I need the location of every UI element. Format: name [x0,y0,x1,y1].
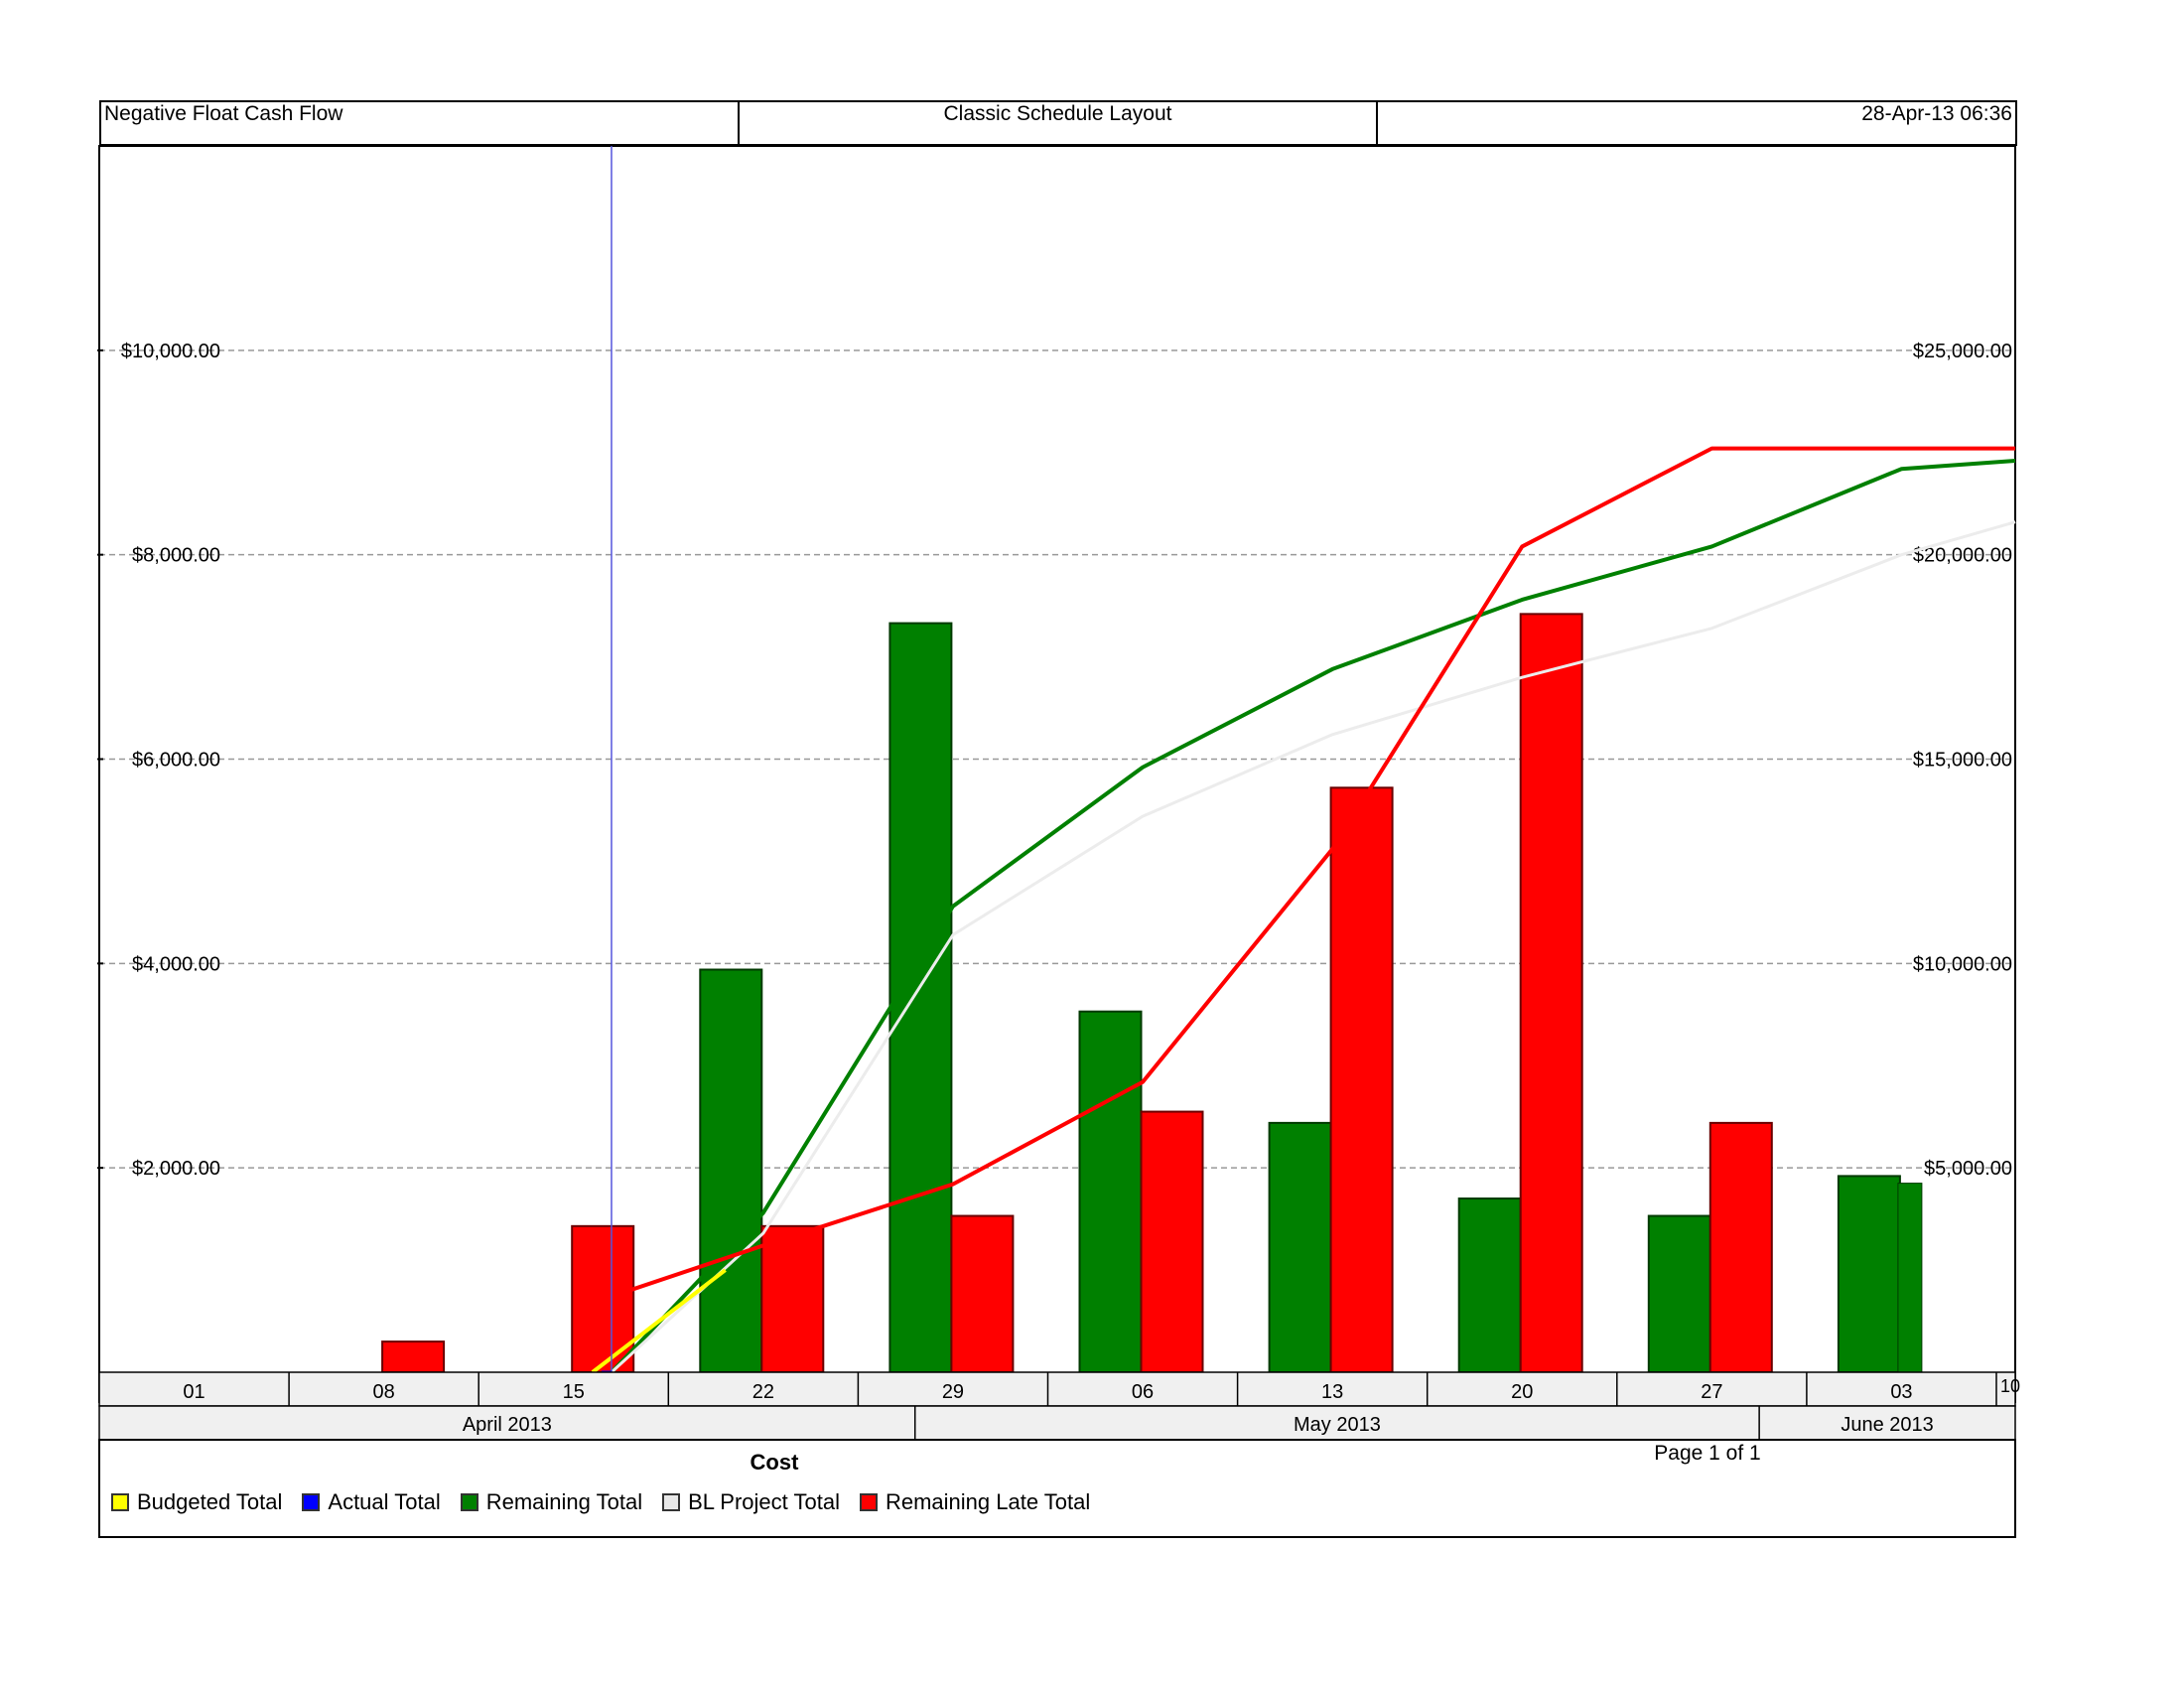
legend-swatch [111,1493,129,1511]
month-label: May 2013 [1294,1414,1381,1436]
week-scale-band [98,1371,2016,1407]
y-left-tick-label: $2,000.00 [132,1158,220,1180]
y-left-tick-label: $4,000.00 [132,953,220,975]
bar-remaining-late-total [1519,613,1583,1373]
y-right-tick-label: $15,000.00 [1913,750,2012,772]
week-tick-label: 08 [373,1381,395,1403]
line-remaining-late-total [592,446,2016,1305]
y-left-tick-label: $6,000.00 [132,750,220,772]
y-right-tick-label: $10,000.00 [1913,953,2012,975]
legend-item: Remaining Total [460,1489,643,1515]
bar-remaining-total [1647,1214,1711,1373]
week-tick-label: 27 [1701,1381,1722,1403]
line-bl-project-total [610,520,2016,1374]
legend-swatch [662,1493,681,1511]
legend-title: Cost [750,1450,799,1475]
y-right-tick-label: $25,000.00 [1913,341,2012,362]
legend-swatch [859,1493,878,1511]
header-title: Negative Float Cash Flow [104,102,343,125]
y-right-tick-label: $20,000.00 [1913,545,2012,567]
legend-label: Remaining Total [485,1489,643,1514]
y-left-tick-label: $8,000.00 [132,545,220,567]
y-right-tick-label: $5,000.00 [1924,1158,2012,1180]
week-tick-label: 15 [563,1381,585,1403]
legend: Budgeted Total Actual Total Remaining Tota… [111,1488,1110,1516]
bar-remaining-late-total [1708,1121,1773,1373]
week-tick-label: 13 [1321,1381,1343,1403]
week-tick-label: 29 [942,1381,964,1403]
week-tick-label: 03 [1890,1381,1912,1403]
line-remaining-total [610,458,2016,1374]
week-tick-label: 20 [1511,1381,1533,1403]
legend-label: Actual Total [328,1489,441,1514]
legend-item: BL Project Total [662,1489,840,1515]
month-label: June 2013 [1841,1414,1933,1436]
week-tick-label: 22 [752,1381,774,1403]
bar-remaining-late-total [1329,786,1394,1373]
bar-remaining-total [888,622,953,1373]
week-tick-label: 10 [2000,1376,2020,1396]
legend-frame [98,1439,2016,1538]
y-left-tick-label: $10,000.00 [121,341,220,362]
legend-swatch [302,1493,321,1511]
bar-remaining-total [1457,1197,1522,1373]
legend-label: BL Project Total [688,1489,840,1514]
bar-remaining-late-total [1140,1110,1204,1373]
legend-swatch [460,1493,478,1511]
legend-label: Budgeted Total [137,1489,283,1514]
bar-remaining-late-total [381,1340,446,1373]
bar-remaining-total [699,968,763,1374]
header-layout-name: Classic Schedule Layout [943,102,1172,125]
bar-remaining-late-total [760,1224,825,1374]
week-tick-label: 01 [183,1381,205,1403]
page-number: Page 1 of 1 [1654,1442,1761,1465]
header-date: 28-Apr-13 06:36 [1861,102,2012,125]
month-scale-band [98,1405,2016,1441]
bar-remaining-total [1837,1175,1901,1374]
legend-item: Actual Total [302,1489,441,1515]
line-budgeted-total [591,1268,727,1374]
bar-remaining-total [1078,1010,1143,1373]
legend-label: Remaining Late Total [885,1489,1091,1514]
week-tick-label: 06 [1132,1381,1154,1403]
legend-item: Budgeted Total [111,1489,282,1515]
bar-remaining-total [1268,1121,1332,1373]
bar-remaining-late-total [950,1214,1015,1373]
legend-item: Remaining Late Total [859,1489,1091,1515]
bar-remaining-total-extra [1897,1183,1923,1373]
month-label: April 2013 [463,1414,552,1436]
